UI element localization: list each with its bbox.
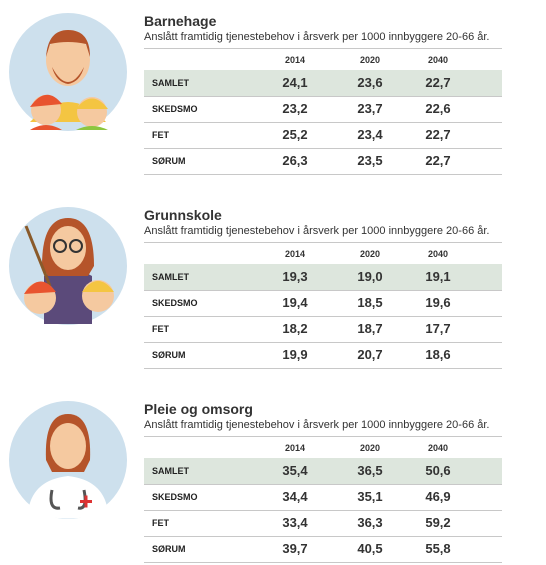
cell-value: 24,1	[282, 75, 308, 90]
cell-value: 19,6	[425, 295, 451, 310]
row-label: FET	[152, 518, 169, 528]
column-header: 2020	[359, 55, 381, 65]
cell-value: 23,4	[357, 127, 383, 142]
cell-value: 18,5	[357, 295, 383, 310]
rule	[144, 536, 502, 537]
rule	[144, 342, 502, 343]
illustration	[9, 13, 127, 131]
cell-value: 19,4	[282, 295, 308, 310]
cell-value: 22,6	[425, 101, 451, 116]
cell-value: 19,1	[425, 269, 451, 284]
cell-value: 19,9	[282, 347, 308, 362]
column-header: 2040	[427, 55, 449, 65]
cell-value: 18,2	[282, 321, 308, 336]
cell-value: 40,5	[357, 541, 383, 556]
cell-value: 19,0	[357, 269, 383, 284]
row-label: SAMLET	[152, 466, 189, 476]
row-label: SKEDSMO	[152, 298, 198, 308]
section-title: Grunnskole	[144, 207, 222, 223]
cell-value: 22,7	[425, 127, 451, 142]
cell-value: 23,6	[357, 75, 383, 90]
rule	[144, 122, 502, 123]
cell-value: 35,4	[282, 463, 308, 478]
row-label: SAMLET	[152, 272, 189, 282]
cell-value: 25,2	[282, 127, 308, 142]
cell-value: 36,5	[357, 463, 383, 478]
cell-value: 36,3	[357, 515, 383, 530]
column-header: 2014	[284, 249, 306, 259]
rule	[144, 436, 502, 437]
rule	[144, 290, 502, 291]
rule	[144, 174, 502, 175]
row-label: SKEDSMO	[152, 104, 198, 114]
cell-value: 18,6	[425, 347, 451, 362]
cell-value: 18,7	[357, 321, 383, 336]
cell-value: 26,3	[282, 153, 308, 168]
column-header: 2040	[427, 249, 449, 259]
cell-value: 20,7	[357, 347, 383, 362]
row-background	[144, 264, 502, 290]
cell-value: 22,7	[425, 153, 451, 168]
cell-value: 35,1	[357, 489, 383, 504]
cell-value: 34,4	[282, 489, 308, 504]
section-subtitle: Anslått framtidig tjenestebehov i årsver…	[144, 225, 490, 237]
rule	[144, 484, 502, 485]
cell-value: 23,5	[357, 153, 383, 168]
column-header: 2014	[284, 55, 306, 65]
rule	[144, 48, 502, 49]
column-header: 2014	[284, 443, 306, 453]
row-label: FET	[152, 130, 169, 140]
row-label: SØRUM	[152, 350, 186, 360]
rule	[144, 96, 502, 97]
section-subtitle: Anslått framtidig tjenestebehov i årsver…	[144, 419, 490, 431]
rule	[144, 510, 502, 511]
column-header: 2020	[359, 443, 381, 453]
cell-value: 17,7	[425, 321, 451, 336]
cell-value: 22,7	[425, 75, 451, 90]
rule	[144, 562, 502, 563]
cell-value: 19,3	[282, 269, 308, 284]
column-header: 2040	[427, 443, 449, 453]
rule	[144, 368, 502, 369]
rule	[144, 148, 502, 149]
illustration	[9, 207, 127, 325]
rule	[144, 316, 502, 317]
section-title: Barnehage	[144, 13, 217, 29]
cell-value: 55,8	[425, 541, 451, 556]
row-label: SKEDSMO	[152, 492, 198, 502]
row-label: SAMLET	[152, 78, 189, 88]
row-label: SØRUM	[152, 544, 186, 554]
column-header: 2020	[359, 249, 381, 259]
cell-value: 59,2	[425, 515, 451, 530]
cell-value: 23,2	[282, 101, 308, 116]
section-subtitle: Anslått framtidig tjenestebehov i årsver…	[144, 31, 490, 43]
row-label: SØRUM	[152, 156, 186, 166]
section-title: Pleie og omsorg	[144, 401, 253, 417]
cell-value: 46,9	[425, 489, 451, 504]
cell-value: 33,4	[282, 515, 308, 530]
row-background	[144, 458, 502, 484]
cell-value: 23,7	[357, 101, 383, 116]
cell-value: 39,7	[282, 541, 308, 556]
illustration	[9, 401, 127, 519]
cell-value: 50,6	[425, 463, 451, 478]
row-label: FET	[152, 324, 169, 334]
rule	[144, 242, 502, 243]
row-background	[144, 70, 502, 96]
